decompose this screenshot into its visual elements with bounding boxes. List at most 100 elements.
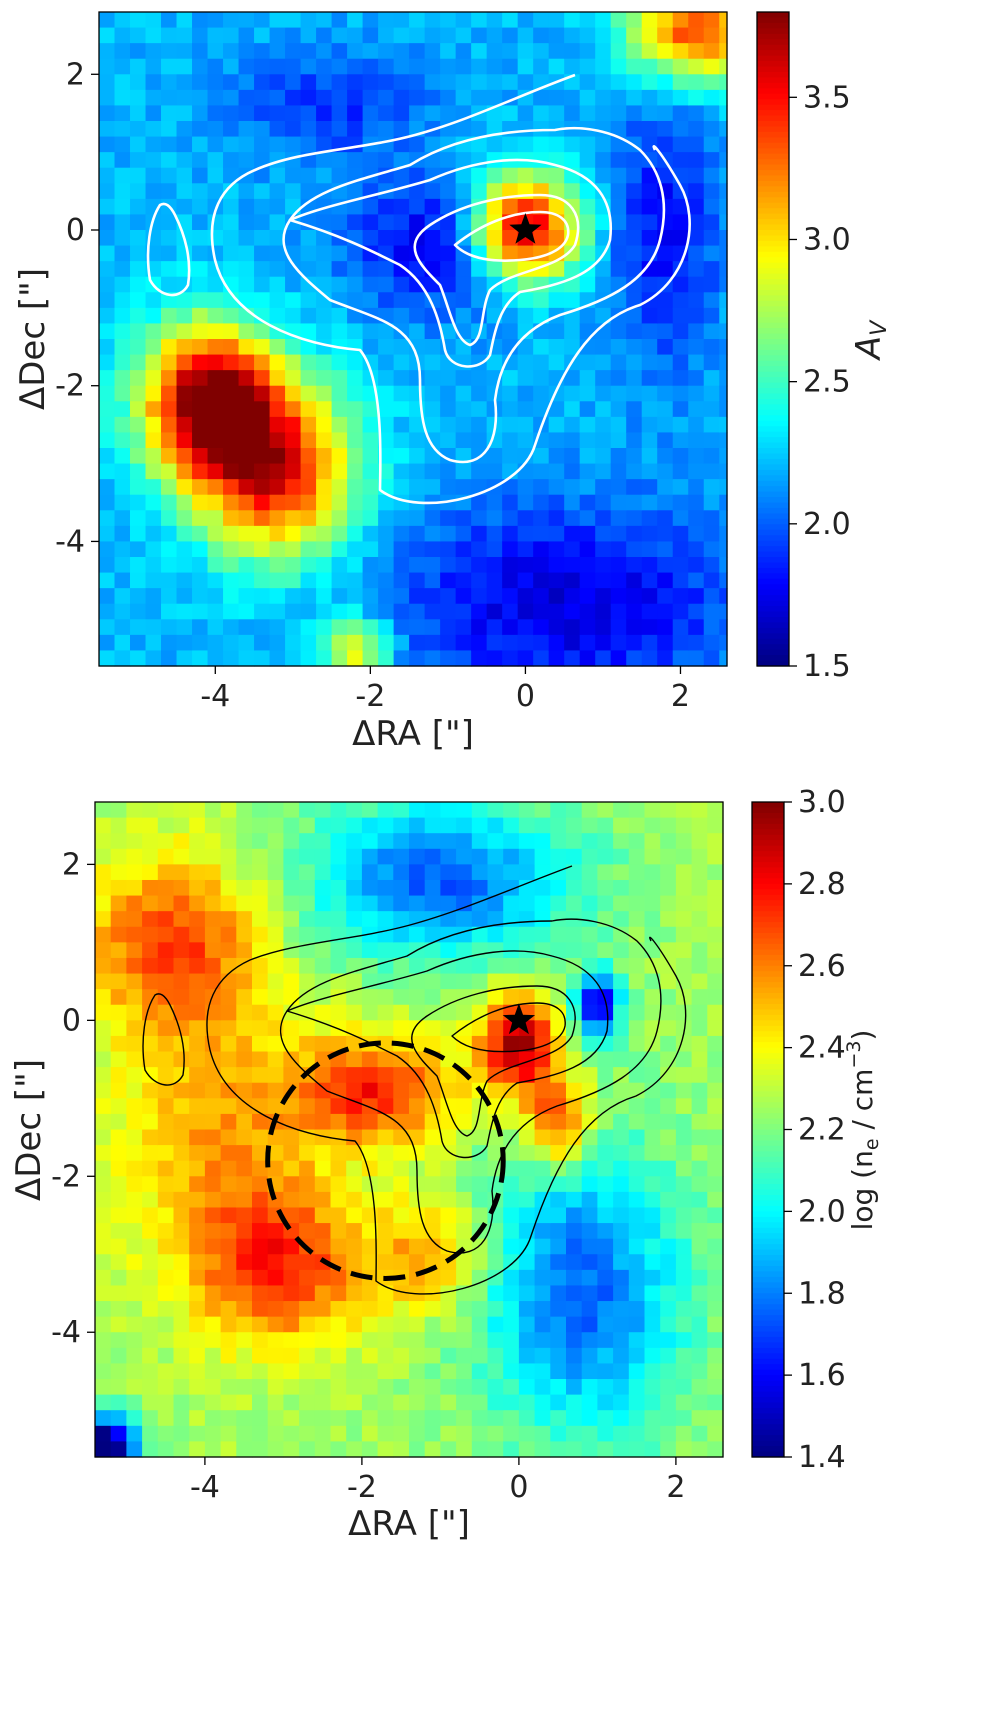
- colorbar-segment: [752, 1009, 784, 1016]
- heatmap-cell: [719, 183, 728, 200]
- heatmap-cell: [644, 1316, 661, 1333]
- heatmap-cell: [566, 1285, 583, 1302]
- heatmap-cell: [252, 895, 269, 912]
- heatmap-cell: [424, 989, 441, 1006]
- heatmap-cell: [657, 89, 674, 107]
- heatmap-cell: [223, 167, 240, 184]
- colorbar-segment: [757, 464, 789, 471]
- heatmap-cell: [393, 957, 410, 975]
- heatmap-cell: [314, 957, 332, 975]
- heatmap-cell: [502, 105, 519, 122]
- heatmap-cell: [316, 557, 333, 574]
- heatmap-cell: [471, 416, 488, 434]
- heatmap-cell: [691, 1207, 708, 1224]
- heatmap-cell: [564, 339, 581, 356]
- heatmap-cell: [254, 27, 271, 44]
- heatmap-cell: [204, 1067, 222, 1084]
- colorbar-segment: [752, 1020, 784, 1027]
- heatmap-cell: [502, 339, 519, 356]
- heatmap-cell: [550, 989, 567, 1006]
- heatmap-cell: [110, 848, 127, 865]
- heatmap-cell: [95, 1098, 112, 1115]
- heatmap-cell: [550, 973, 567, 990]
- heatmap-cell: [595, 12, 612, 29]
- heatmap-cell: [267, 973, 284, 990]
- heatmap-cell: [267, 1301, 284, 1318]
- heatmap-cell: [719, 541, 728, 558]
- heatmap-cell: [660, 1394, 677, 1411]
- heatmap-cell: [176, 43, 193, 60]
- heatmap-cell: [126, 1176, 143, 1193]
- heatmap-cell: [440, 1082, 457, 1099]
- colorbar-segment: [752, 1265, 784, 1273]
- heatmap-cell: [176, 401, 193, 418]
- heatmap-cell: [707, 817, 724, 834]
- heatmap-cell: [252, 1363, 269, 1380]
- heatmap-cell: [361, 1160, 379, 1177]
- heatmap-cell: [223, 105, 240, 122]
- heatmap-cell: [95, 1223, 112, 1240]
- heatmap-cell: [393, 245, 410, 262]
- heatmap-cell: [314, 1363, 332, 1380]
- heatmap-cell: [503, 1191, 520, 1209]
- heatmap-cell: [672, 339, 689, 356]
- heatmap-cell: [517, 432, 534, 449]
- heatmap-cell: [487, 1410, 504, 1427]
- heatmap-cell: [579, 603, 596, 620]
- heatmap-cell: [377, 1254, 394, 1271]
- colorbar-segment: [757, 524, 789, 531]
- heatmap-cell: [517, 292, 534, 309]
- heatmap-cell: [688, 541, 705, 558]
- heatmap-cell: [707, 1254, 724, 1271]
- colorbar-segment: [752, 1407, 784, 1414]
- heatmap-cell: [471, 1441, 489, 1458]
- heatmap-cell: [393, 1425, 410, 1443]
- colorbar-segment: [752, 1276, 784, 1283]
- heatmap-cell: [316, 167, 333, 184]
- heatmap-cell: [142, 1082, 159, 1099]
- heatmap-cell: [238, 136, 255, 153]
- heatmap-cell: [110, 1113, 127, 1131]
- colorbar-segment: [757, 28, 789, 35]
- heatmap-cell: [707, 1098, 724, 1115]
- heatmap-cell: [440, 557, 457, 574]
- heatmap-cell: [566, 895, 583, 912]
- heatmap-cell: [517, 339, 534, 356]
- heatmap-cell: [503, 1223, 520, 1240]
- heatmap-cell: [691, 1051, 708, 1068]
- heatmap-cell: [207, 43, 224, 60]
- colorbar-segment: [757, 322, 789, 329]
- heatmap-cell: [409, 1441, 426, 1458]
- heatmap-cell: [487, 1238, 504, 1255]
- heatmap-cell: [99, 198, 116, 216]
- heatmap-cell: [581, 957, 598, 975]
- heatmap-cell: [657, 448, 674, 465]
- heatmap-cell: [346, 1113, 363, 1131]
- colorbar-segment: [757, 306, 789, 313]
- heatmap-cell: [126, 1301, 143, 1318]
- heatmap-cell: [176, 27, 193, 44]
- heatmap-cell: [252, 1020, 269, 1037]
- heatmap-cell: [189, 1394, 206, 1411]
- heatmap-cell: [657, 245, 674, 262]
- heatmap-cell: [330, 1004, 347, 1021]
- heatmap-cell: [331, 43, 348, 60]
- heatmap-cell: [440, 1067, 457, 1084]
- heatmap-cell: [719, 385, 728, 402]
- heatmap-cell: [254, 634, 271, 652]
- heatmap-cell: [99, 89, 116, 107]
- heatmap-cell: [145, 416, 162, 434]
- heatmap-cell: [660, 1441, 677, 1458]
- heatmap-cell: [657, 479, 674, 496]
- heatmap-cell: [672, 448, 689, 465]
- heatmap-cell: [252, 848, 269, 865]
- heatmap-cell: [314, 1082, 332, 1099]
- heatmap-cell: [99, 339, 116, 356]
- heatmap-cell: [161, 510, 178, 527]
- heatmap-cell: [613, 864, 630, 881]
- heatmap-cell: [641, 43, 658, 60]
- heatmap-cell: [110, 833, 127, 850]
- heatmap-cell: [299, 864, 316, 881]
- heatmap-cell: [581, 1145, 598, 1162]
- heatmap-cell: [393, 58, 410, 75]
